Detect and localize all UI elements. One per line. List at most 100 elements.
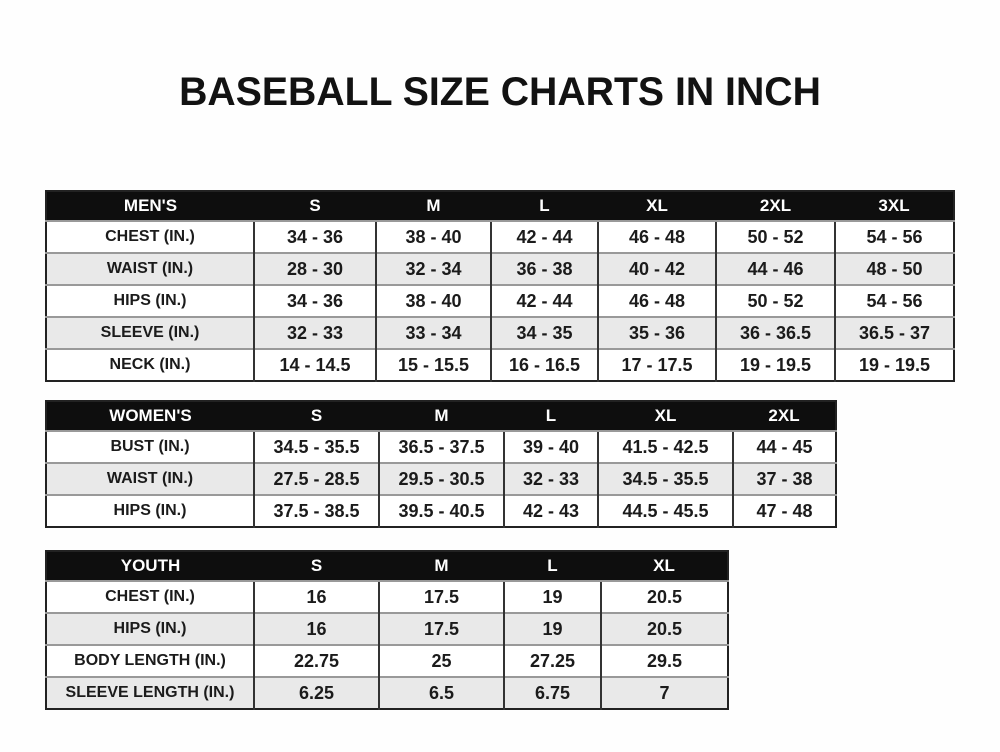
size-value-cell: 39.5 - 40.5 — [378, 494, 504, 527]
size-value-cell: 47 - 48 — [732, 494, 836, 527]
size-value-cell: 46 - 48 — [597, 284, 716, 317]
size-header-cell: M — [379, 401, 504, 431]
measurement-label-cell: HIPS (IN.) — [46, 612, 254, 645]
measurement-label-cell: WAIST (IN.) — [46, 252, 254, 285]
youth-size-table: YOUTH S M L XL CHEST (IN.) 16 17.5 19 20.5 HIPS (I… — [45, 550, 729, 710]
size-header-cell: L — [504, 401, 598, 431]
size-value-cell: 41.5 - 42.5 — [597, 430, 733, 463]
size-value-cell: 27.5 - 28.5 — [253, 462, 379, 495]
size-value-cell: 54 - 56 — [834, 284, 954, 317]
size-value-cell: 17.5 — [378, 580, 504, 613]
table-row: HIPS (IN.) 34 - 36 38 - 40 42 - 44 46 - 48 50… — [46, 284, 954, 317]
size-value-cell: 36 - 38 — [490, 252, 598, 285]
size-value-cell: 29.5 — [600, 644, 728, 677]
group-header-cell: WOMEN'S — [46, 401, 254, 431]
table-row: WAIST (IN.) 28 - 30 32 - 34 36 - 38 40 - 42 4… — [46, 252, 954, 285]
group-header-cell: YOUTH — [46, 551, 254, 581]
header-row: YOUTH S M L XL — [46, 551, 728, 581]
header-row: WOMEN'S S M L XL 2XL — [46, 401, 836, 431]
size-value-cell: 6.5 — [378, 676, 504, 709]
table-row: NECK (IN.) 14 - 14.5 15 - 15.5 16 - 16.5 17 … — [46, 348, 954, 381]
size-header-cell: L — [504, 551, 601, 581]
size-value-cell: 42 - 44 — [490, 220, 598, 253]
size-value-cell: 15 - 15.5 — [375, 348, 491, 381]
size-value-cell: 17 - 17.5 — [597, 348, 716, 381]
size-header-cell: S — [254, 551, 379, 581]
size-value-cell: 32 - 33 — [503, 462, 598, 495]
size-header-cell: 2XL — [716, 191, 835, 221]
size-value-cell: 39 - 40 — [503, 430, 598, 463]
size-value-cell: 38 - 40 — [375, 220, 491, 253]
size-value-cell: 50 - 52 — [715, 220, 835, 253]
size-value-cell: 33 - 34 — [375, 316, 491, 349]
size-value-cell: 16 — [253, 612, 379, 645]
size-value-cell: 16 — [253, 580, 379, 613]
size-value-cell: 19 - 19.5 — [834, 348, 954, 381]
size-value-cell: 25 — [378, 644, 504, 677]
size-value-cell: 37.5 - 38.5 — [253, 494, 379, 527]
table-row: CHEST (IN.) 16 17.5 19 20.5 — [46, 580, 728, 613]
size-header-cell: 3XL — [835, 191, 954, 221]
measurement-label-cell: BODY LENGTH (IN.) — [46, 644, 254, 677]
size-value-cell: 34 - 35 — [490, 316, 598, 349]
measurement-label-cell: SLEEVE (IN.) — [46, 316, 254, 349]
size-value-cell: 46 - 48 — [597, 220, 716, 253]
measurement-label-cell: CHEST (IN.) — [46, 580, 254, 613]
measurement-label-cell: BUST (IN.) — [46, 430, 254, 463]
size-value-cell: 29.5 - 30.5 — [378, 462, 504, 495]
size-value-cell: 42 - 44 — [490, 284, 598, 317]
measurement-label-cell: HIPS (IN.) — [46, 494, 254, 527]
size-value-cell: 37 - 38 — [732, 462, 836, 495]
mens-size-table: MEN'S S M L XL 2XL 3XL CHEST (IN.) 34 - 36 38 - 4… — [45, 190, 955, 382]
table-row: BUST (IN.) 34.5 - 35.5 36.5 - 37.5 39 - 40 4… — [46, 430, 836, 463]
size-value-cell: 35 - 36 — [597, 316, 716, 349]
size-value-cell: 32 - 34 — [375, 252, 491, 285]
size-value-cell: 38 - 40 — [375, 284, 491, 317]
size-header-cell: M — [376, 191, 491, 221]
size-value-cell: 34 - 36 — [253, 284, 376, 317]
size-value-cell: 40 - 42 — [597, 252, 716, 285]
size-value-cell: 14 - 14.5 — [253, 348, 376, 381]
size-header-cell: L — [491, 191, 598, 221]
size-value-cell: 7 — [600, 676, 728, 709]
size-header-cell: XL — [598, 191, 716, 221]
size-header-cell: XL — [598, 401, 733, 431]
size-value-cell: 16 - 16.5 — [490, 348, 598, 381]
table-row: SLEEVE LENGTH (IN.) 6.25 6.5 6.75 7 — [46, 676, 728, 709]
size-header-cell: M — [379, 551, 504, 581]
size-value-cell: 44.5 - 45.5 — [597, 494, 733, 527]
measurement-label-cell: HIPS (IN.) — [46, 284, 254, 317]
page-title: BASEBALL SIZE CHARTS IN INCH — [179, 70, 821, 114]
measurement-label-cell: CHEST (IN.) — [46, 220, 254, 253]
size-value-cell: 27.25 — [503, 644, 601, 677]
size-header-cell: 2XL — [733, 401, 836, 431]
size-value-cell: 17.5 — [378, 612, 504, 645]
size-value-cell: 54 - 56 — [834, 220, 954, 253]
size-value-cell: 20.5 — [600, 580, 728, 613]
size-value-cell: 44 - 46 — [715, 252, 835, 285]
size-value-cell: 34.5 - 35.5 — [253, 430, 379, 463]
size-value-cell: 6.75 — [503, 676, 601, 709]
size-value-cell: 19 — [503, 612, 601, 645]
size-value-cell: 36.5 - 37 — [834, 316, 954, 349]
size-value-cell: 50 - 52 — [715, 284, 835, 317]
size-value-cell: 6.25 — [253, 676, 379, 709]
measurement-label-cell: SLEEVE LENGTH (IN.) — [46, 676, 254, 709]
size-value-cell: 19 — [503, 580, 601, 613]
size-header-cell: S — [254, 191, 376, 221]
size-value-cell: 19 - 19.5 — [715, 348, 835, 381]
size-value-cell: 44 - 45 — [732, 430, 836, 463]
size-value-cell: 32 - 33 — [253, 316, 376, 349]
table-row: HIPS (IN.) 16 17.5 19 20.5 — [46, 612, 728, 645]
table-row: SLEEVE (IN.) 32 - 33 33 - 34 34 - 35 35 - 36… — [46, 316, 954, 349]
size-value-cell: 36.5 - 37.5 — [378, 430, 504, 463]
size-value-cell: 48 - 50 — [834, 252, 954, 285]
table-row: CHEST (IN.) 34 - 36 38 - 40 42 - 44 46 - 48 5… — [46, 220, 954, 253]
size-value-cell: 34.5 - 35.5 — [597, 462, 733, 495]
size-value-cell: 42 - 43 — [503, 494, 598, 527]
womens-size-table: WOMEN'S S M L XL 2XL BUST (IN.) 34.5 - 35.5 36.5… — [45, 400, 837, 528]
size-value-cell: 34 - 36 — [253, 220, 376, 253]
size-header-cell: XL — [601, 551, 728, 581]
measurement-label-cell: WAIST (IN.) — [46, 462, 254, 495]
